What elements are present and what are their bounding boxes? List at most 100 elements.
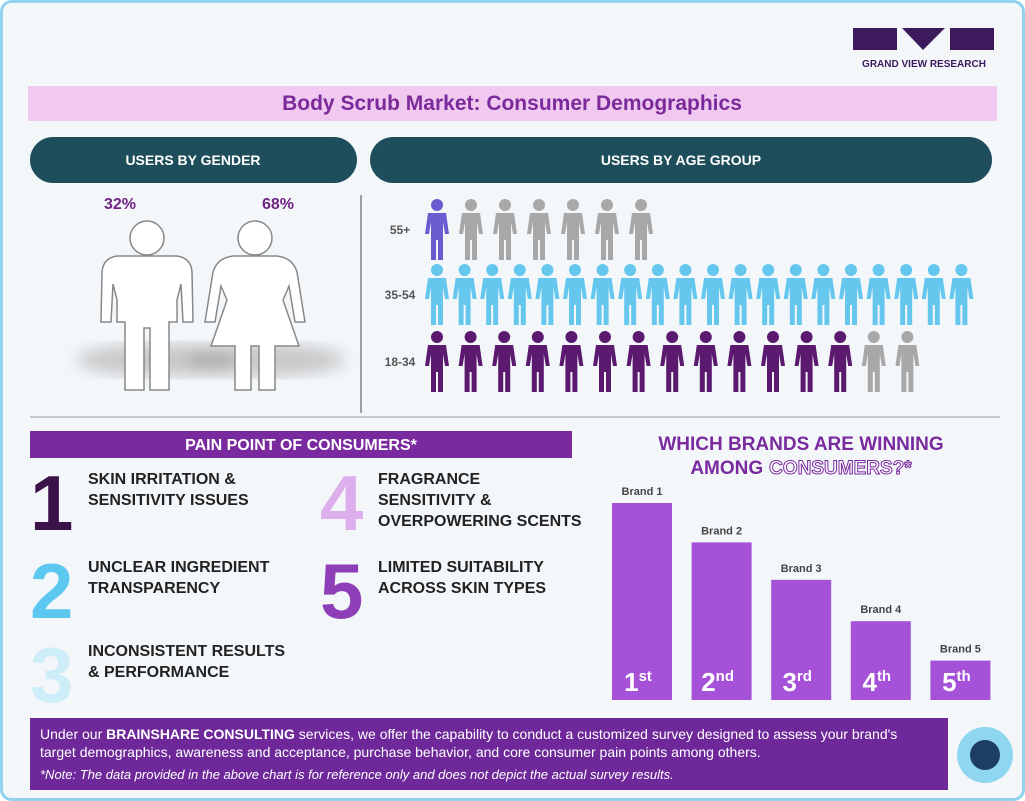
rank-number: 5	[942, 667, 956, 697]
icon-body	[660, 345, 685, 392]
person-icon	[673, 264, 698, 325]
icon-head	[599, 331, 611, 343]
pain-text: OVERPOWERING SCENTS	[378, 513, 582, 530]
person-icon	[949, 264, 974, 325]
pain-text: TRANSPARENCY	[88, 580, 220, 597]
title-band	[28, 86, 997, 121]
rank: 4th	[862, 667, 891, 697]
pain-text: INCONSISTENT RESULTS	[88, 643, 285, 660]
person-icon	[895, 331, 920, 392]
icon-head	[431, 199, 443, 211]
icon-body	[794, 345, 819, 392]
icon-head	[499, 199, 511, 211]
icon-body	[590, 278, 615, 325]
gender-value: 32%	[104, 196, 136, 213]
icon-head	[800, 331, 813, 343]
person-icon	[525, 331, 550, 392]
icon-head	[901, 331, 914, 343]
person-icon	[452, 264, 477, 325]
icon-body	[535, 278, 560, 325]
footer-part: services, we offer the capability to con…	[40, 726, 898, 760]
rank-number: 3	[782, 667, 796, 697]
pain-band	[30, 431, 572, 458]
pain-number: 4	[320, 459, 363, 547]
rank-number: 2	[701, 667, 715, 697]
icon-body	[894, 278, 919, 325]
icon-head	[531, 331, 544, 343]
icon-head	[624, 264, 637, 276]
person-icon	[701, 264, 725, 325]
icon-head	[707, 264, 719, 276]
person-icon	[458, 331, 483, 392]
person-icon	[629, 199, 653, 260]
rank-number: 1	[624, 667, 638, 697]
figure-outline	[100, 255, 194, 391]
icon-head	[900, 264, 913, 276]
person-icon	[794, 331, 819, 392]
person-icon	[660, 331, 685, 392]
person-icon	[492, 331, 517, 392]
icon-head	[834, 331, 847, 343]
rank: 2nd	[701, 667, 734, 697]
bar	[612, 503, 672, 700]
person-icon	[507, 264, 532, 325]
brands-title-part: CONSUMERS?*	[769, 458, 912, 479]
person-icon	[459, 199, 483, 260]
pain-text: ACROSS SKIN TYPES	[378, 580, 546, 597]
icon-body	[921, 278, 946, 325]
icon-body	[425, 345, 449, 392]
person-icon	[839, 264, 863, 325]
person-icon	[480, 264, 505, 325]
person-icon	[527, 199, 551, 260]
rank: 3rd	[782, 667, 811, 697]
icon-head	[596, 264, 609, 276]
icon-head	[762, 264, 775, 276]
pain-heading: PAIN POINT OF CONSUMERS*	[185, 437, 417, 454]
icon-head	[666, 331, 679, 343]
icon-body	[563, 278, 587, 325]
icon-body	[458, 345, 483, 392]
icon-head	[635, 199, 647, 211]
person-icon	[861, 331, 886, 392]
brands-title-part: AMONG	[690, 458, 763, 479]
rank-suffix: st	[639, 668, 652, 685]
icon-body	[828, 345, 853, 392]
pain-text: LIMITED SUITABILITY	[378, 559, 544, 576]
rank-suffix: th	[877, 668, 891, 685]
rank-number: 4	[862, 667, 877, 697]
icon-head	[431, 331, 443, 343]
pain-number: 2	[30, 547, 73, 635]
icon-body	[626, 345, 651, 392]
icon-head	[632, 331, 645, 343]
rank-suffix: rd	[797, 668, 812, 685]
person-icon	[590, 264, 615, 325]
person-icon	[593, 331, 617, 392]
person-icon	[559, 331, 584, 392]
footer-icon	[970, 740, 1000, 770]
pain-text: FRAGRANCE	[378, 471, 481, 488]
person-icon	[425, 264, 449, 325]
icon-body	[561, 213, 585, 260]
icon-head	[601, 199, 613, 211]
pain-text: & PERFORMANCE	[88, 664, 230, 681]
rank-suffix: nd	[716, 668, 734, 685]
icon-body	[861, 345, 886, 392]
person-icon	[761, 331, 785, 392]
icon-head	[817, 264, 830, 276]
icon-head	[569, 264, 581, 276]
icon-body	[701, 278, 725, 325]
pain-text: UNCLEAR INGREDIENT	[88, 559, 270, 576]
icon-head	[767, 331, 779, 343]
icon-body	[728, 278, 753, 325]
person-icon	[828, 331, 853, 392]
icon-head	[464, 331, 477, 343]
person-icon	[535, 264, 560, 325]
gender-pill	[30, 137, 357, 183]
gender-heading: USERS BY GENDER	[125, 152, 260, 168]
title: Body Scrub Market: Consumer Demographics	[282, 92, 742, 115]
figure-outline	[204, 255, 306, 391]
icon-head	[565, 331, 578, 343]
person-icon	[618, 264, 643, 325]
